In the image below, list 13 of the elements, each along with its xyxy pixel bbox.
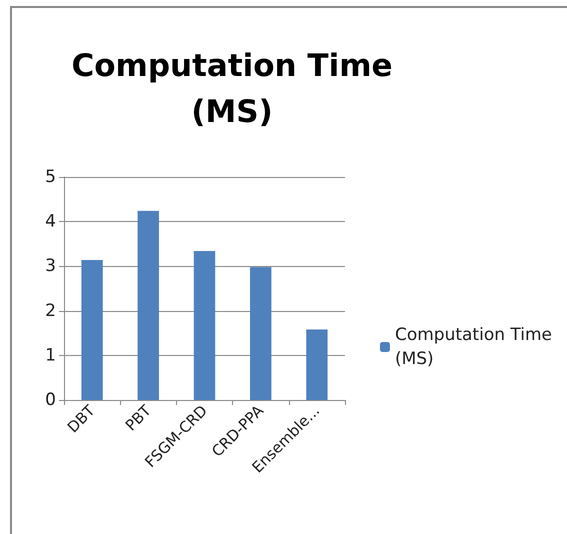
bar bbox=[306, 330, 328, 400]
chart-title: Computation Time (MS) bbox=[71, 48, 393, 130]
y-tick-label: 2 bbox=[45, 300, 56, 321]
y-tick-label: 4 bbox=[45, 212, 56, 232]
y-tick-label: 0 bbox=[45, 390, 56, 410]
legend-label: Computation Time (MS) bbox=[394, 325, 552, 369]
bar bbox=[138, 210, 159, 400]
bar bbox=[194, 251, 216, 400]
bar bbox=[81, 260, 103, 400]
y-tick-label: 3 bbox=[45, 256, 56, 276]
y-tick-label: 5 bbox=[45, 167, 56, 187]
bar bbox=[250, 267, 272, 400]
y-tick-label: 1 bbox=[45, 345, 56, 366]
